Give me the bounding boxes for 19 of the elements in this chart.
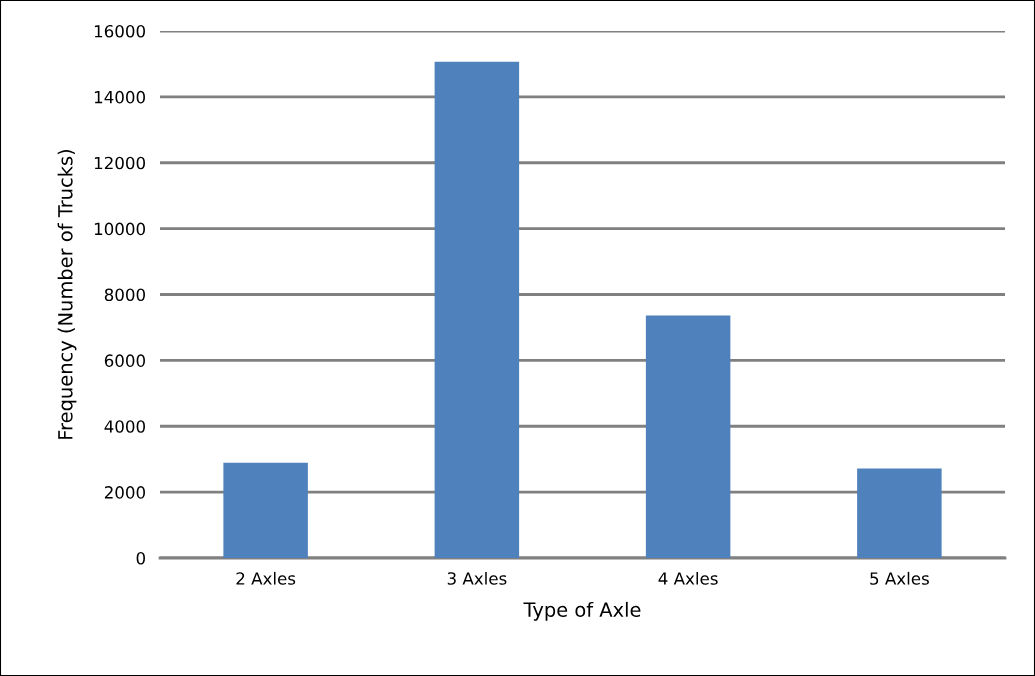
x-axis-title: Type of Axle (523, 601, 641, 621)
x-tick-label: 4 Axles (658, 571, 718, 585)
y-tick-label: 8000 (104, 288, 145, 302)
y-tick-label: 2000 (104, 486, 145, 499)
y-tick-label: 4000 (104, 420, 145, 433)
y-tick-label: 0 (136, 551, 145, 565)
y-tick-label: 10000 (94, 222, 145, 236)
y-tick-label: 14000 (94, 90, 145, 104)
y-tick-label: 16000 (94, 24, 145, 38)
bar (434, 61, 520, 558)
x-tick-label: 3 Axles (447, 571, 507, 585)
x-tick-label: 5 Axles (870, 571, 929, 585)
bar (645, 315, 731, 558)
y-tick-label: 6000 (104, 354, 145, 367)
bar (857, 468, 942, 558)
x-tick-label: 2 Axles (236, 571, 296, 585)
y-axis-title: Frequency (Number of Trucks) (57, 149, 77, 439)
bar (223, 462, 308, 558)
y-tick-label: 12000 (94, 156, 145, 170)
